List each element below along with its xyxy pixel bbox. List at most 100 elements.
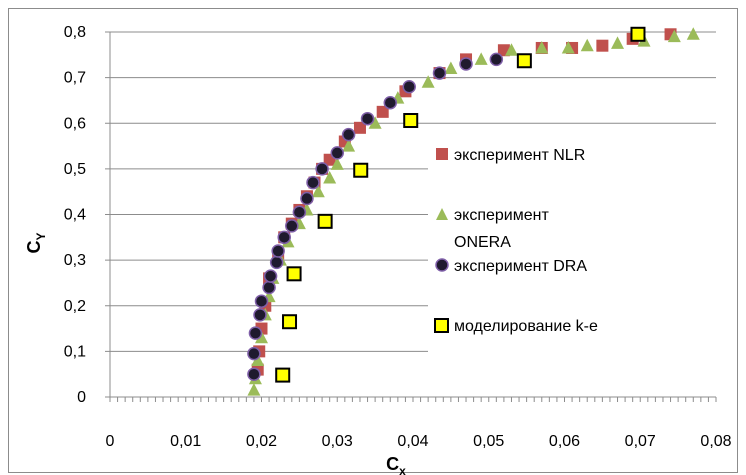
- data-point: [251, 353, 265, 366]
- data-point: [263, 269, 278, 283]
- x-tick-label: 0,04: [397, 433, 428, 450]
- y-tick-label: 0,8: [64, 24, 86, 41]
- y-tick-label: 0,6: [64, 115, 86, 132]
- data-point: [474, 52, 488, 65]
- data-point: [311, 184, 325, 198]
- axes: [105, 31, 717, 402]
- y-tick-label: 0,3: [64, 252, 86, 269]
- legend-label-onera-line1: эксперимент: [454, 207, 549, 224]
- x-tick-label: 0,07: [625, 433, 656, 450]
- data-point: [402, 80, 416, 94]
- data-point: [286, 266, 302, 282]
- series-3: [275, 26, 646, 383]
- x-tick-label: 0,02: [246, 433, 277, 450]
- data-point: [421, 75, 435, 88]
- data-point: [292, 205, 307, 219]
- y-tick-label: 0,1: [64, 343, 86, 360]
- data-point: [271, 244, 285, 258]
- data-point: [342, 139, 356, 152]
- data-point: [275, 367, 291, 383]
- data-point: [248, 326, 263, 340]
- svg-text:Cx: Cx: [386, 454, 406, 475]
- x-tick-label: 0,06: [549, 433, 580, 450]
- y-tick-label: 0: [77, 389, 86, 406]
- x-tick-labels: 0 0,01 0,02 0,03 0,04 0,05 0,06 0,07 0,08: [106, 433, 732, 450]
- data-point: [247, 346, 261, 361]
- series-2: [247, 52, 504, 381]
- legend-item-onera: эксперимент ONERA: [436, 207, 549, 251]
- data-point: [282, 314, 298, 330]
- x-tick-label: 0,03: [322, 433, 353, 450]
- x-tick-label: 0,01: [170, 433, 201, 450]
- data-point: [315, 162, 329, 176]
- legend-marker-ke: [434, 318, 449, 333]
- y-tick-label: 0,4: [64, 207, 86, 224]
- data-point: [489, 52, 504, 67]
- data-point: [611, 36, 625, 49]
- data-point: [254, 294, 269, 308]
- data-point: [353, 162, 369, 178]
- data-point: [580, 38, 594, 52]
- data-point: [376, 105, 389, 118]
- data-point: [341, 127, 356, 142]
- y-tick-labels: 0 0,1 0,2 0,3 0,4 0,5 0,6 0,7 0,8: [64, 24, 86, 406]
- data-point: [561, 40, 575, 54]
- data-point: [255, 330, 268, 344]
- data-point: [323, 171, 337, 184]
- data-point: [630, 26, 646, 42]
- x-tick-label: 0,08: [700, 433, 731, 450]
- y-tick-label: 0,7: [64, 70, 86, 87]
- y-axis-title: CY: [24, 232, 48, 253]
- legend-item-dra: эксперимент DRA: [435, 258, 587, 275]
- legend-label-nlr: эксперимент NLR: [454, 147, 585, 164]
- data-point: [383, 95, 398, 110]
- data-point: [444, 61, 458, 74]
- data-point: [330, 157, 344, 170]
- y-axis-title-main: C: [24, 241, 44, 254]
- legend-marker-nlr: [436, 148, 448, 160]
- x-tick-label: 0,05: [473, 433, 504, 450]
- data-point: [247, 367, 261, 381]
- x-axis-title: Cx: [386, 454, 406, 475]
- data-point: [247, 383, 261, 396]
- data-point: [285, 219, 299, 233]
- data-point: [300, 191, 314, 206]
- legend-background: [428, 140, 730, 370]
- y-axis-title-sub: Y: [34, 232, 48, 240]
- data-point: [368, 116, 382, 129]
- data-point: [459, 57, 473, 71]
- x-tick-label: 0: [106, 433, 115, 450]
- legend-label-ke: моделирование k-e: [454, 318, 598, 335]
- legend-marker-dra: [435, 258, 449, 272]
- data-point: [262, 280, 276, 295]
- data-point: [504, 43, 518, 56]
- y-tick-label: 0,5: [64, 161, 86, 178]
- data-point: [667, 29, 681, 43]
- data-point: [360, 111, 375, 126]
- data-point: [686, 27, 700, 40]
- data-point: [277, 230, 291, 245]
- legend-item-nlr: эксперимент NLR: [436, 147, 585, 164]
- data-point: [516, 53, 532, 69]
- x-axis-title-sub: x: [399, 464, 406, 475]
- data-point: [403, 113, 419, 129]
- series-layer: [247, 26, 700, 396]
- data-point: [253, 308, 267, 322]
- y-tick-label: 0,2: [64, 298, 86, 315]
- data-point: [317, 213, 333, 229]
- data-point: [269, 255, 284, 270]
- legend: эксперимент NLR эксперимент ONERA экспер…: [428, 140, 730, 370]
- legend-marker-onera: [436, 208, 448, 220]
- legend-label-dra: эксперимент DRA: [454, 258, 587, 275]
- data-point: [353, 121, 366, 134]
- data-point: [330, 146, 344, 160]
- legend-label-onera-line2: ONERA: [454, 234, 511, 251]
- svg-text:CY: CY: [24, 232, 48, 253]
- data-point: [306, 175, 320, 190]
- series-1: [247, 27, 700, 396]
- data-point: [535, 40, 549, 54]
- legend-item-ke: моделирование k-e: [434, 318, 598, 335]
- data-point: [432, 66, 447, 80]
- x-axis-title-main: C: [386, 454, 399, 474]
